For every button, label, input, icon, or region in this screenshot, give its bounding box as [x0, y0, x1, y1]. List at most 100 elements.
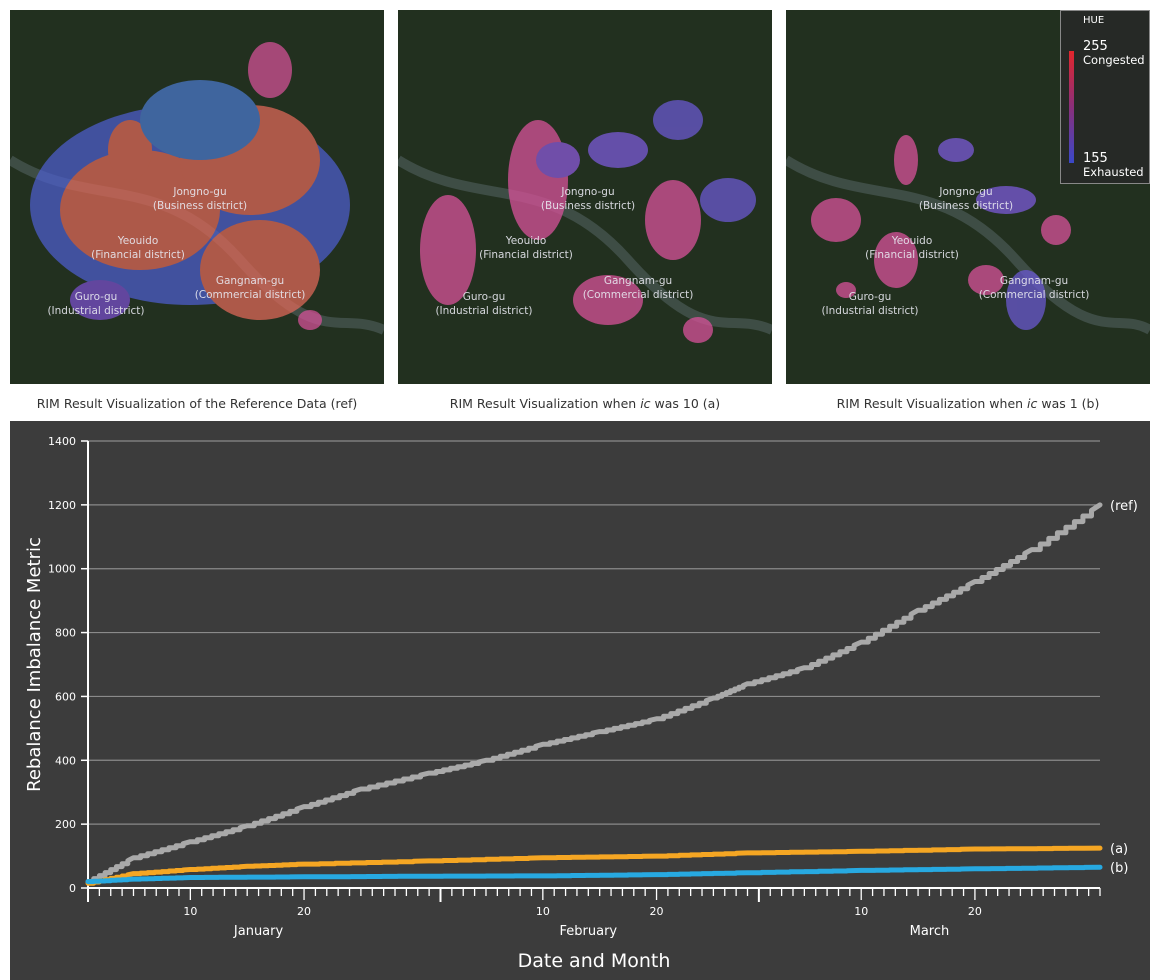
label-jongno: Jongno-gu — [938, 186, 992, 198]
series-point-0 — [802, 665, 807, 670]
label-guro-desc: (Industrial district) — [435, 305, 532, 317]
series-point-1 — [859, 849, 864, 854]
hue-legend-title: HUE — [1083, 15, 1105, 26]
y-tick-label: 400 — [55, 754, 76, 767]
series-line-1 — [85, 845, 1103, 886]
rim-line-chart: 0 200 400 600 800 1000 1200 1400 10 20 10 20 10 20 Jan… — [10, 421, 1150, 980]
series-point-2 — [427, 874, 432, 879]
label-guro-desc: (Industrial district) — [47, 305, 144, 317]
label-gangnam-desc: (Commercial district) — [583, 289, 694, 301]
hue-low-value: 155 — [1083, 151, 1108, 166]
series-point-1 — [1098, 846, 1102, 851]
series-point-2 — [745, 870, 750, 875]
label-guro: Guro-gu — [463, 291, 506, 303]
y-tick-label: 600 — [55, 690, 76, 703]
series-point-2 — [859, 868, 864, 873]
series-point-0 — [597, 729, 602, 734]
series-point-2 — [654, 872, 659, 877]
series-point-0 — [745, 681, 750, 686]
series-point-0 — [859, 640, 864, 645]
series-point-1 — [540, 855, 545, 860]
y-tick-label: 0 — [69, 882, 76, 895]
label-jongno-desc: (Business district) — [919, 200, 1013, 212]
y-tick-label: 200 — [55, 818, 76, 831]
hue-gradient-bar — [1069, 51, 1074, 163]
map-ref: Jongno-gu (Business district) Yeouido (F… — [10, 10, 384, 384]
month-label: January — [233, 924, 284, 939]
series-point-1 — [188, 867, 193, 872]
series-point-0 — [1098, 502, 1102, 507]
label-yeouido: Yeouido — [505, 235, 547, 247]
series-point-0 — [358, 787, 363, 792]
series-line-2 — [85, 864, 1103, 885]
series-point-0 — [972, 579, 977, 584]
series-point-2 — [188, 875, 193, 880]
caption-b: RIM Result Visualization when ic was 1 (… — [836, 396, 1100, 411]
y-tick-label: 800 — [55, 627, 76, 640]
label-yeouido-desc: (Financial district) — [479, 249, 573, 261]
series-point-2 — [131, 877, 136, 882]
series-point-0 — [483, 758, 488, 763]
label-gangnam: Gangnam-gu — [604, 275, 672, 287]
label-jongno: Jongno-gu — [560, 186, 614, 198]
series-point-0 — [711, 696, 716, 701]
series-point-2 — [86, 879, 90, 884]
label-yeouido: Yeouido — [117, 235, 159, 247]
series-point-0 — [302, 804, 307, 809]
rim-line-chart-svg: 0 200 400 600 800 1000 1200 1400 10 20 10 20 10 20 Jan… — [24, 435, 1138, 972]
x-tick-label: 10 — [854, 905, 868, 918]
series-point-0 — [1029, 547, 1034, 552]
series-point-2 — [540, 873, 545, 878]
y-tick-label: 1200 — [48, 499, 76, 512]
series-point-0 — [654, 716, 659, 721]
series-line-0 — [85, 502, 1103, 885]
series-point-1 — [745, 850, 750, 855]
label-yeouido: Yeouido — [891, 235, 933, 247]
series-point-2 — [302, 874, 307, 879]
x-axis-label: Date and Month — [518, 950, 671, 972]
label-gangnam-desc: (Commercial district) — [195, 289, 306, 301]
series-point-1 — [245, 864, 250, 869]
hue-high-value: 255 — [1083, 39, 1108, 54]
series-label-2: (b) — [1110, 861, 1128, 876]
map-a: Jongno-gu (Business district) Yeouido (F… — [398, 10, 772, 384]
caption-ref: RIM Result Visualization of the Referenc… — [36, 396, 358, 411]
label-jongno-desc: (Business district) — [153, 200, 247, 212]
label-guro-desc: (Industrial district) — [821, 305, 918, 317]
series-point-0 — [131, 855, 136, 860]
series-point-1 — [131, 871, 136, 876]
label-yeouido-desc: (Financial district) — [91, 249, 185, 261]
series-point-0 — [427, 771, 432, 776]
series-point-0 — [916, 608, 921, 613]
hue-legend: HUE 255 Congested 155 Exhausted — [1060, 10, 1150, 184]
label-gangnam-desc: (Commercial district) — [979, 289, 1090, 301]
label-jongno: Jongno-gu — [172, 186, 226, 198]
series-point-1 — [654, 854, 659, 859]
label-guro: Guro-gu — [75, 291, 118, 303]
map-panel-ref: Jongno-gu (Business district) Yeouido (F… — [10, 10, 384, 384]
caption-a: RIM Result Visualization when ic was 10 … — [449, 396, 721, 411]
x-tick-label: 10 — [536, 905, 550, 918]
series-point-0 — [540, 742, 545, 747]
series-label-0: (ref) — [1110, 499, 1138, 514]
x-tick-label: 10 — [183, 905, 197, 918]
series-point-1 — [427, 858, 432, 863]
x-tick-label: 20 — [297, 905, 311, 918]
label-guro: Guro-gu — [849, 291, 892, 303]
x-tick-label: 20 — [968, 905, 982, 918]
series-point-0 — [245, 823, 250, 828]
label-yeouido-desc: (Financial district) — [865, 249, 959, 261]
month-label: March — [910, 924, 950, 939]
label-gangnam: Gangnam-gu — [1000, 275, 1068, 287]
series-point-1 — [972, 847, 977, 852]
series-point-1 — [302, 862, 307, 867]
series-point-2 — [972, 866, 977, 871]
hue-high-label: Congested — [1083, 53, 1145, 67]
y-tick-label: 1400 — [48, 435, 76, 448]
y-axis-label: Rebalance Imbalance Metric — [24, 537, 45, 792]
label-gangnam: Gangnam-gu — [216, 275, 284, 287]
y-tick-label: 1000 — [48, 563, 76, 576]
series-point-0 — [188, 839, 193, 844]
x-tick-label: 20 — [650, 905, 664, 918]
series-label-1: (a) — [1110, 842, 1128, 857]
